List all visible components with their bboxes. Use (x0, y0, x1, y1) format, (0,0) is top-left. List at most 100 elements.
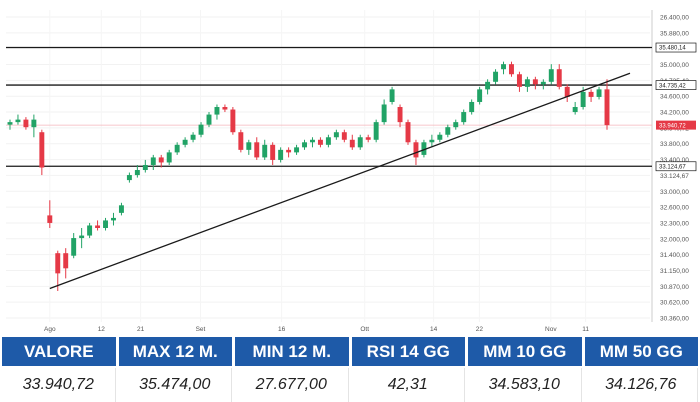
candle-body (79, 235, 85, 239)
x-tick-label: 14 (430, 326, 438, 333)
candle-body (294, 147, 300, 153)
candle-body (166, 152, 172, 163)
y-tick-label: 34.600,00 (660, 94, 689, 101)
level-tag (655, 42, 697, 53)
stat-value-rsi-14gg: 42,31 (351, 368, 465, 402)
candle-body (118, 205, 124, 213)
y-tick-label: 32.600,00 (660, 205, 689, 212)
x-tick-label: Nov (545, 326, 557, 333)
candle-body (532, 79, 538, 85)
stat-value-mm-10gg: 34.583,10 (468, 368, 582, 402)
x-tick-label: Ago (44, 326, 56, 333)
candle-body (445, 127, 451, 135)
candle-body (95, 225, 101, 228)
candle-body (325, 137, 331, 145)
stat-header-mm-50gg: MM 50 GG (584, 337, 698, 366)
y-tick-label: 32.000,00 (660, 236, 689, 243)
level-label: 34.735,42 (659, 83, 686, 89)
y-tick-label: 35.000,00 (660, 62, 689, 69)
candle-body (206, 114, 212, 125)
y-tick-label: 34.200,00 (660, 110, 689, 117)
candle-body (469, 101, 475, 113)
candle-body (437, 134, 443, 140)
candle-body (246, 142, 252, 150)
candle-body (270, 144, 276, 160)
candle-body (604, 89, 610, 126)
candle-body (31, 119, 37, 128)
candle-body (381, 104, 387, 123)
candle-body (477, 89, 483, 102)
candle-body (516, 74, 522, 87)
stat-value-valore: 33.940,72 (2, 368, 116, 402)
candle-body (341, 132, 347, 140)
candle-body (182, 139, 188, 145)
stat-value-mm-50gg: 34.126,76 (584, 368, 698, 402)
y-tick-label: 35.880,00 (660, 30, 689, 37)
candle-body (317, 139, 323, 145)
trendline (49, 72, 631, 290)
candle-body (174, 144, 180, 153)
last-price-label: 33.940,72 (659, 123, 686, 129)
candle-body (357, 137, 363, 148)
candle-body (485, 81, 491, 90)
candle-body (262, 144, 268, 158)
candle-body (23, 119, 29, 128)
level-tag (655, 80, 697, 90)
candle-body (389, 89, 395, 102)
y-tick-label: 30.620,00 (660, 300, 689, 307)
candle-body (230, 109, 236, 133)
candle-body (413, 142, 419, 158)
y-tick-label: 33.000,00 (660, 189, 689, 196)
y-tick-label: 33.800,00 (660, 141, 689, 148)
candle-body (501, 64, 506, 70)
stat-header-mm-10gg: MM 10 GG (468, 337, 582, 366)
candle-body (87, 225, 93, 236)
candle-body (15, 119, 21, 123)
stat-header-max-12m: MAX 12 M. (118, 337, 232, 366)
candle-body (365, 137, 371, 140)
x-tick-label: 21 (137, 326, 145, 333)
y-tick-label: 33.124,67 (660, 173, 689, 180)
candle-body (572, 107, 578, 113)
stat-header-rsi-14gg: RSI 14 GG (351, 337, 465, 366)
candle-body (111, 217, 116, 221)
candle-body (556, 69, 562, 87)
level-tag (655, 161, 697, 172)
candlestick-chart: 26.400,00 35.880,00 35.480,14 35.000,00 34.7… (6, 10, 697, 333)
candle-body (55, 253, 61, 274)
last-price-tag (656, 120, 696, 130)
candle-body (421, 142, 427, 155)
candle-body (238, 132, 244, 150)
candle-body (580, 91, 586, 108)
candle-body (493, 71, 499, 82)
candle-body (254, 142, 260, 158)
candle-body (310, 139, 315, 143)
stat-value-max-12m: 35.474,00 (118, 368, 232, 402)
candle-body (429, 139, 435, 143)
candle-body (509, 64, 514, 75)
x-tick-label: 12 (98, 326, 106, 333)
candle-body (198, 124, 204, 135)
candle-body (286, 149, 292, 153)
candle-body (214, 107, 220, 115)
candle-body (134, 170, 140, 176)
x-tick-label: 22 (476, 326, 484, 333)
candle-body (158, 157, 164, 163)
stat-value-min-12m: 27.677,00 (235, 368, 349, 402)
candle-body (278, 149, 284, 160)
candle-body (548, 69, 554, 82)
y-tick-label: 31.150,00 (660, 268, 689, 275)
candle-body (103, 220, 108, 228)
candle-body (150, 157, 156, 165)
candle-body (333, 132, 339, 138)
y-tick-label: 30.360,00 (660, 316, 689, 323)
candle-body (397, 107, 403, 123)
candle-body (63, 253, 69, 269)
y-tick-label: 26.400,00 (660, 15, 689, 22)
level-label: 35.480,14 (659, 46, 686, 52)
y-tick-label: 31.400,00 (660, 252, 689, 259)
candle-body (302, 142, 307, 148)
candle-body (126, 175, 132, 181)
stats-table: VALORE MAX 12 M. MIN 12 M. RSI 14 GG MM … (0, 337, 700, 402)
candle-body (39, 132, 45, 168)
